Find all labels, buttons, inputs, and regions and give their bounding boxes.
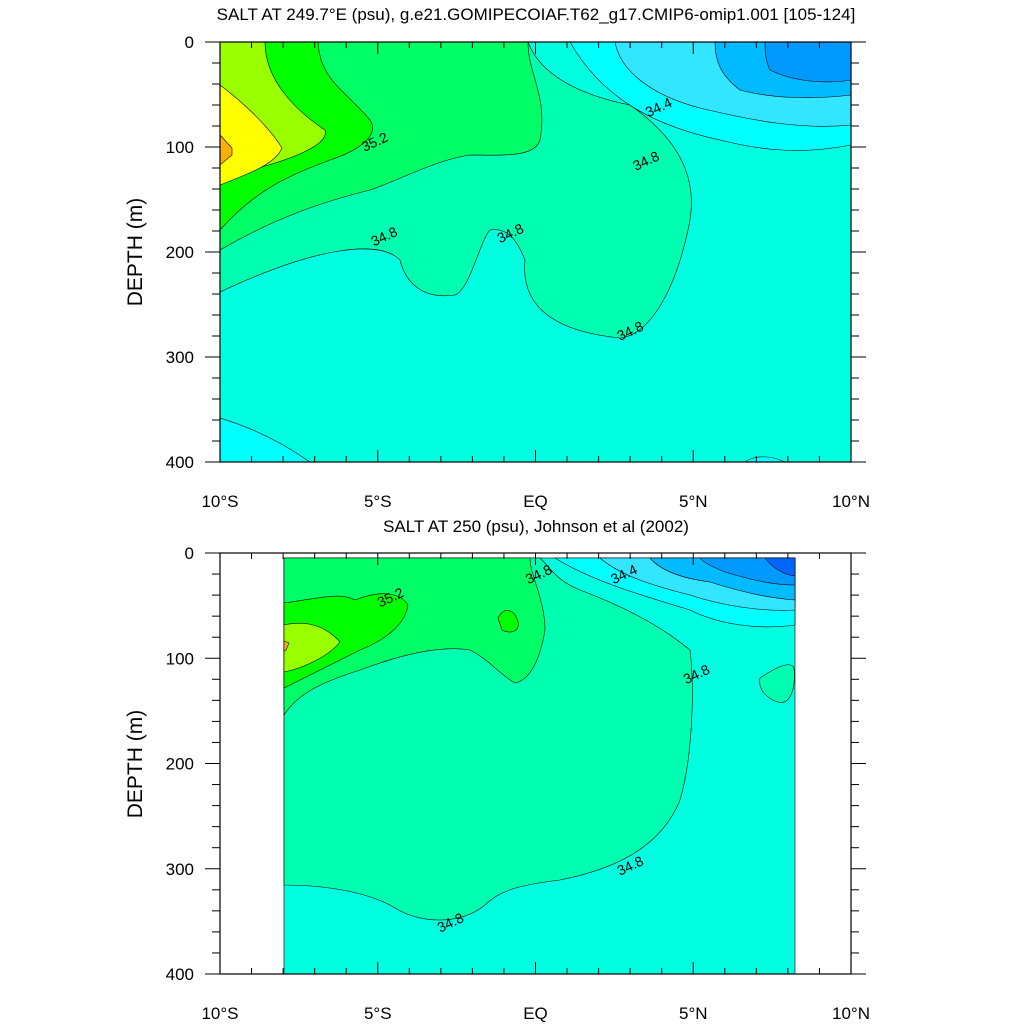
- fill-bot-35-8: [283, 640, 290, 652]
- x-tick-label-top: 10°S: [201, 492, 238, 511]
- fill-bot-35-6: [283, 622, 341, 673]
- y-tick-label-top: 400: [166, 453, 194, 472]
- contour-fill-top: [220, 42, 851, 462]
- y-tick-label-bottom: 300: [166, 860, 194, 879]
- tick-labels-bottom: 10°S 5°S EQ 5°N 10°N 0 100 200 300 400: [166, 544, 870, 1023]
- x-tick-label-bottom: 5°S: [364, 1004, 392, 1023]
- fill-bot-33-8: [764, 557, 796, 577]
- tick-marks-bottom: [205, 552, 866, 975]
- x-tick-label-top: 5°N: [679, 492, 708, 511]
- y-tick-label-top: 200: [166, 243, 194, 262]
- fill-bot-35-2: [283, 593, 409, 689]
- y-tick-label-bottom: 200: [166, 755, 194, 774]
- x-tick-label-top: EQ: [523, 492, 548, 511]
- y-axis-label-bottom: DEPTH (m): [124, 710, 147, 819]
- fill-bot-35-2-core: [497, 610, 519, 633]
- y-tick-label-bottom: 0: [185, 544, 194, 563]
- y-tick-label-top: 0: [185, 33, 194, 52]
- tick-marks-top: [205, 41, 866, 463]
- x-tick-label-bottom: 10°N: [832, 1004, 870, 1023]
- chart-title-top: SALT AT 249.7°E (psu), g.e21.GOMIPECOIAF…: [217, 5, 856, 24]
- chart-title-bottom: SALT AT 250 (psu), Johnson et al (2002): [383, 517, 689, 536]
- y-tick-label-top: 300: [166, 348, 194, 367]
- fill-bot-35-0: [283, 557, 546, 717]
- y-tick-label-bottom: 100: [166, 649, 194, 668]
- x-tick-label-top: 10°N: [832, 492, 870, 511]
- fill-top-36-0: [220, 134, 233, 166]
- contour-fill-bottom: [283, 557, 796, 974]
- y-axis-label-top: DEPTH (m): [124, 198, 147, 307]
- x-tick-label-bottom: 5°N: [679, 1004, 708, 1023]
- fill-bot-34-8-patch: [759, 664, 795, 703]
- tick-labels-top: 10°S 5°S EQ 5°N 10°N 0 100 200 300 400: [166, 33, 870, 511]
- y-tick-label-top: 100: [166, 138, 194, 157]
- fill-top-34-0: [764, 42, 851, 83]
- contour-labels-top: 35.234.434.834.8 34.834.8: [359, 94, 675, 344]
- x-tick-label-top: 5°S: [364, 492, 392, 511]
- fill-top-35-8: [220, 84, 283, 186]
- y-tick-label-bottom: 400: [166, 965, 194, 984]
- x-tick-label-bottom: EQ: [523, 1004, 548, 1023]
- chart-bottom: SALT AT 250 (psu), Johnson et al (2002): [124, 517, 870, 1023]
- x-tick-label-bottom: 10°S: [201, 1004, 238, 1023]
- chart-top: SALT AT 249.7°E (psu), g.e21.GOMIPECOIAF…: [124, 5, 870, 511]
